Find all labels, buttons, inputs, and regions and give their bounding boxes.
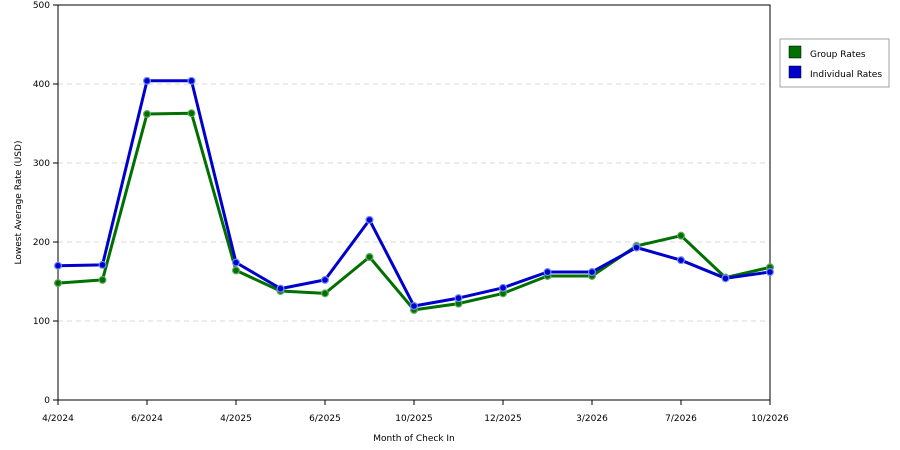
legend-label-individual-rates: Individual Rates [810,70,882,80]
data-point-individual-rates [276,284,285,293]
x-tick-label: 10/2025 [395,414,432,424]
data-point-individual-rates [98,260,107,269]
y-tick-label: 500 [33,1,50,11]
y-axis-title: Lowest Average Rate (USD) [14,141,24,265]
data-point-individual-rates [410,301,419,310]
data-point-group-rates [53,279,62,288]
x-tick-label: 10/2026 [751,414,789,424]
legend-label-group-rates: Group Rates [810,50,866,60]
y-tick-label: 100 [33,317,50,327]
data-point-individual-rates [187,76,196,85]
data-point-individual-rates [721,274,730,283]
legend-swatch-group-rates [788,45,802,59]
data-point-individual-rates [321,275,330,284]
legend: Group Rates Individual Rates [779,38,890,88]
series-line-group-rates [57,111,771,312]
data-point-group-rates [365,253,374,262]
data-point-group-rates [676,231,685,240]
y-tick-label: 200 [33,238,50,248]
data-point-individual-rates [365,215,374,224]
x-tick-label: 12/2025 [484,414,521,424]
data-point-group-rates [98,275,107,284]
legend-swatch-individual-rates [788,65,802,79]
y-tick-label: 300 [33,159,50,169]
x-tick-label: 4/2025 [220,414,252,424]
data-point-individual-rates [765,268,774,277]
data-point-individual-rates [454,294,463,303]
data-point-individual-rates [499,283,508,292]
series-group-rates [53,109,774,314]
data-point-individual-rates [587,268,596,277]
data-point-group-rates [232,266,241,275]
series-individual-rates [53,76,774,310]
x-tick-label: 7/2026 [665,414,697,424]
data-point-individual-rates [676,256,685,265]
data-point-group-rates [143,110,152,119]
series-group [53,76,774,314]
data-point-individual-rates [232,258,241,267]
x-tick-label: 6/2025 [309,414,341,424]
y-tick-label: 400 [33,80,50,90]
data-point-individual-rates [632,243,641,252]
data-point-individual-rates [53,261,62,270]
plot-frame [57,4,771,401]
data-point-individual-rates [143,76,152,85]
x-tick-label: 4/2024 [42,414,74,424]
y-tick-label: 0 [44,396,50,406]
axes: 0 100 200 300 400 500 4/2024 6/2024 4/2025 6/2025… [14,1,789,444]
grid-lines [58,83,770,322]
x-tick-label: 6/2024 [131,414,163,424]
x-tick-label: 3/2026 [576,414,608,424]
data-point-group-rates [187,109,196,118]
data-point-group-rates [321,289,330,298]
x-axis-title: Month of Check In [373,434,455,444]
data-point-individual-rates [543,268,552,277]
